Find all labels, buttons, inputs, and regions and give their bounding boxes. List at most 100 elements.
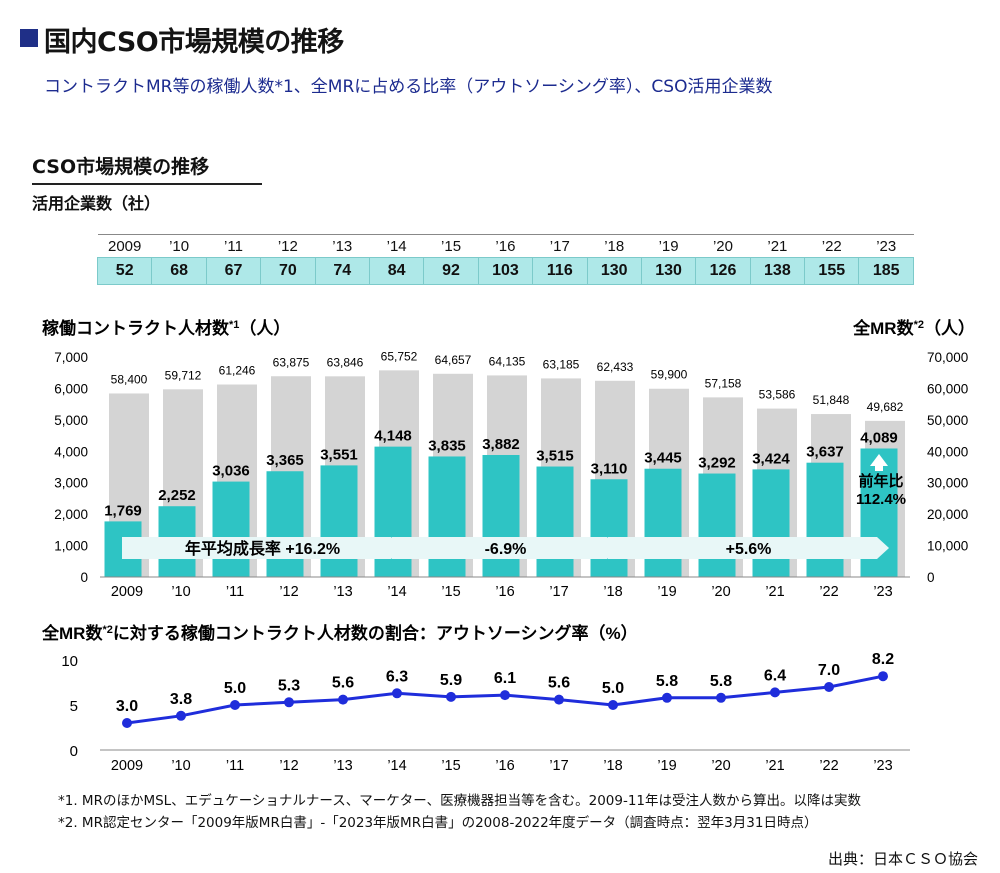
cso-bar-chart: 稼働コントラクト人材数*1（人） 全MR数*2（人）01,0002,0003,00… <box>42 318 975 600</box>
rate-point <box>122 718 132 728</box>
yoy-up-arrow <box>870 454 888 471</box>
contract-bar <box>536 466 574 577</box>
rate-label: 3.0 <box>116 698 138 715</box>
rate-label: 6.4 <box>764 667 786 684</box>
contract-bar <box>644 468 682 577</box>
left-tick-label: 2,000 <box>54 507 88 522</box>
rate-point <box>824 682 834 692</box>
title-marker <box>20 29 38 47</box>
contract-label: 4,089 <box>860 429 898 446</box>
companies-value-cell: 155 <box>804 257 860 285</box>
total-mr-label: 53,586 <box>759 388 796 402</box>
companies-value-cell: 67 <box>205 257 262 285</box>
rate-label: 5.6 <box>548 675 570 692</box>
companies-value-cell: 126 <box>695 257 751 285</box>
companies-year-cell: ’21 <box>750 234 805 258</box>
companies-year-cell: ’17 <box>532 234 588 258</box>
x-tick-label: ’16 <box>495 584 514 600</box>
rate-label: 6.3 <box>386 668 408 685</box>
left-axis-title-unit: （人） <box>239 318 290 338</box>
line-x-tick-label: ’19 <box>657 758 676 774</box>
total-mr-label: 61,246 <box>219 364 256 378</box>
companies-year-cell: ’13 <box>315 234 370 258</box>
rate-point <box>230 700 240 710</box>
line-x-tick-label: ’17 <box>549 758 568 774</box>
rate-point <box>662 692 672 703</box>
left-tick-label: 4,000 <box>54 444 88 459</box>
rate-label: 5.6 <box>332 675 354 692</box>
contract-label: 3,036 <box>212 463 250 480</box>
line-y-tick-label: 0 <box>70 743 78 760</box>
total-mr-label: 59,712 <box>165 368 202 382</box>
companies-year-cell: ’15 <box>423 234 479 258</box>
contract-label: 1,769 <box>104 502 142 519</box>
total-mr-label: 57,158 <box>705 376 742 390</box>
contract-label: 2,252 <box>158 487 196 504</box>
line-x-tick-label: ’13 <box>333 758 352 774</box>
rate-label: 6.1 <box>494 670 516 687</box>
rate-label: 5.8 <box>710 673 732 690</box>
line-y-tick-label: 5 <box>70 698 78 715</box>
x-tick-label: 2009 <box>111 584 143 600</box>
companies-year-cell: ’12 <box>260 234 316 258</box>
growth-band-arrow <box>392 537 619 559</box>
line-chart-title-a: 全MR数 <box>41 623 103 643</box>
left-axis-title: 稼働コントラクト人材数*1（人） <box>42 318 290 338</box>
page-subtitle: コントラクトMR等の稼働人数*1、全MRに占める比率（アウトソーシング率）、CS… <box>44 77 773 97</box>
x-tick-label: ’22 <box>819 584 838 600</box>
total-mr-label: 58,400 <box>111 372 148 386</box>
companies-year-cell: ’16 <box>478 234 533 258</box>
rate-point <box>554 694 564 705</box>
right-tick-label: 50,000 <box>927 413 968 428</box>
total-mr-label: 63,875 <box>273 355 310 369</box>
contract-label: 3,637 <box>806 444 844 461</box>
companies-year-cell: ’18 <box>587 234 642 258</box>
left-tick-label: 1,000 <box>54 539 88 554</box>
right-tick-label: 70,000 <box>927 350 968 365</box>
left-tick-label: 3,000 <box>54 476 88 491</box>
companies-year-cell: 2009 <box>97 234 152 258</box>
rate-point <box>176 710 186 721</box>
companies-value-row: 52 68 67 70 74 84 92 103 116 130 130 126 138 155 185 <box>96 257 914 285</box>
companies-label: 活用企業数（社） <box>32 194 161 213</box>
outsourcing-rate-line-chart: 全MR数*2に対する稼働コントラクト人材数の割合：アウトソーシング率（%） 0 5 1… <box>41 623 910 774</box>
x-tick-label: ’20 <box>711 584 730 600</box>
line-x-tick-label: ’18 <box>603 758 622 774</box>
rate-label: 5.8 <box>656 673 678 690</box>
right-tick-label: 10,000 <box>927 539 968 554</box>
line-chart-title-b: に対する稼働コントラクト人材数の割合：アウトソーシング率（%） <box>113 623 638 643</box>
x-tick-label: ’17 <box>549 584 568 600</box>
left-tick-label: 6,000 <box>54 381 88 396</box>
left-tick-label: 7,000 <box>54 350 88 365</box>
rate-point <box>500 690 510 701</box>
growth-band-arrow <box>122 537 403 559</box>
contract-label: 4,148 <box>374 428 412 445</box>
right-axis-title-sup: *2 <box>914 319 924 331</box>
rate-label: 5.0 <box>602 680 624 697</box>
total-mr-label: 62,433 <box>597 360 634 374</box>
total-mr-label: 64,135 <box>489 354 526 368</box>
total-mr-label: 59,900 <box>651 368 688 382</box>
companies-value-cell: 92 <box>423 257 479 285</box>
contract-bar <box>266 471 304 577</box>
rate-label: 5.9 <box>440 672 462 689</box>
x-tick-label: ’10 <box>171 584 190 600</box>
x-tick-label: ’11 <box>226 584 244 600</box>
growth-band-arrow <box>608 537 889 559</box>
companies-value-cell: 70 <box>260 257 316 285</box>
page-title: 国内CSO市場規模の推移 <box>44 27 344 58</box>
companies-year-cell: ’14 <box>369 234 424 258</box>
contract-label: 3,551 <box>320 446 358 463</box>
companies-value-cell: 74 <box>314 257 370 285</box>
contract-bar <box>752 469 790 577</box>
growth-band-label: 年平均成長率 +16.2% <box>185 539 340 558</box>
contract-label: 3,835 <box>428 437 466 454</box>
left-tick-label: 5,000 <box>54 413 88 428</box>
rate-point <box>392 688 402 699</box>
companies-value-cell: 116 <box>532 257 588 285</box>
right-tick-label: 20,000 <box>927 507 968 522</box>
yoy-label: 前年比 <box>858 472 903 490</box>
companies-year-cell: ’23 <box>858 234 914 258</box>
companies-value-cell: 130 <box>586 257 642 285</box>
companies-value-cell: 84 <box>368 257 425 285</box>
